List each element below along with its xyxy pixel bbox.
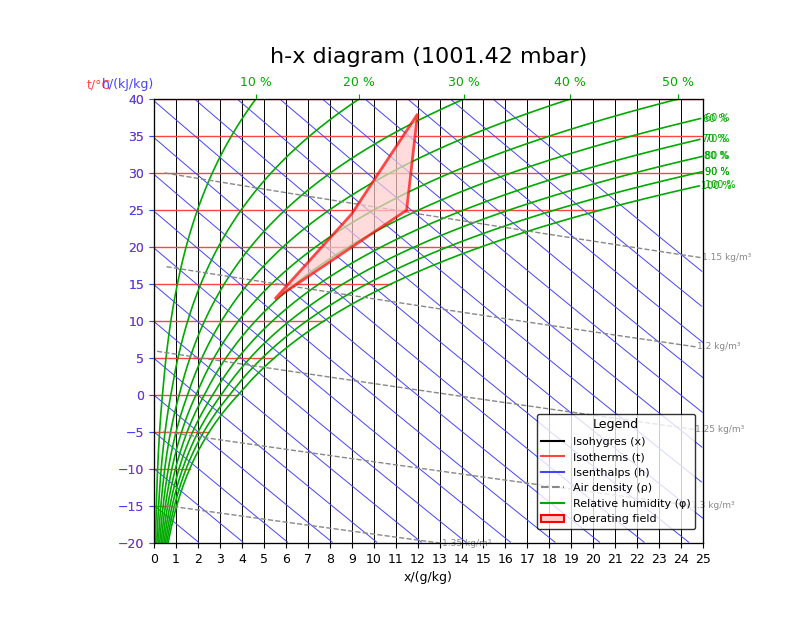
X-axis label: x/(g/kg): x/(g/kg) (404, 572, 453, 584)
Text: 100 %: 100 % (705, 180, 736, 191)
Text: 60 %: 60 % (705, 114, 729, 123)
Text: 1.15 kg/m³: 1.15 kg/m³ (701, 253, 751, 262)
Text: 1.2 kg/m³: 1.2 kg/m³ (696, 343, 740, 351)
Text: 100 %: 100 % (701, 181, 732, 191)
Text: 90 %: 90 % (705, 167, 729, 177)
Legend: Isohygres (x), Isotherms (t), Isenthalps (h), Air density (ρ), Relative humidity: Isohygres (x), Isotherms (t), Isenthalps… (537, 413, 695, 529)
Polygon shape (275, 114, 418, 299)
Text: 60 %: 60 % (703, 114, 727, 124)
Text: 1.3 kg/m³: 1.3 kg/m³ (691, 501, 734, 510)
Text: 80 %: 80 % (705, 151, 729, 162)
Text: 70 %: 70 % (705, 134, 730, 144)
Text: 1.35 kg/m³: 1.35 kg/m³ (442, 539, 491, 548)
Title: h-x diagram (1001.42 mbar): h-x diagram (1001.42 mbar) (270, 47, 588, 66)
Text: 80 %: 80 % (704, 151, 729, 162)
Text: 1.25 kg/m³: 1.25 kg/m³ (695, 425, 744, 434)
Text: 90 %: 90 % (704, 167, 729, 177)
Text: t/°C: t/°C (87, 78, 111, 91)
Text: h/(kJ/kg): h/(kJ/kg) (102, 78, 154, 91)
Text: 70 %: 70 % (702, 134, 726, 144)
